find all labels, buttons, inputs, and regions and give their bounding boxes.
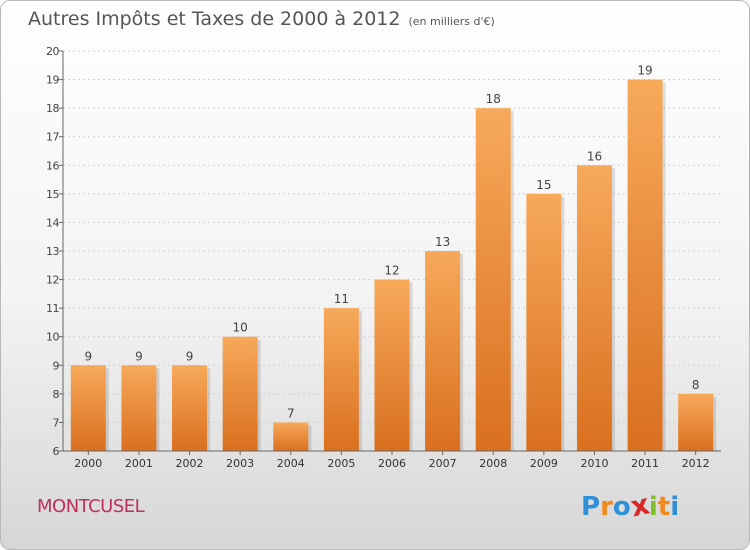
bar-value-label: 18: [486, 92, 501, 106]
logo-letter: r: [600, 492, 613, 522]
y-tick-label: 12: [46, 274, 59, 287]
logo-letter: t: [657, 492, 671, 522]
y-tick-label: 8: [53, 388, 60, 401]
y-tick-label: 17: [46, 131, 59, 144]
proxiti-logo[interactable]: Proxiti: [581, 487, 680, 523]
x-tick-label: 2008: [479, 457, 507, 470]
x-tick-label: 2007: [429, 457, 457, 470]
x-tick-label: 2003: [226, 457, 254, 470]
bar: [475, 108, 511, 452]
bar-value-label: 12: [384, 264, 399, 278]
x-tick-label: 2004: [277, 457, 305, 470]
bar: [374, 279, 410, 451]
bar-value-label: 10: [233, 321, 248, 335]
chart-title-text: Autres Impôts et Taxes de 2000 à 2012: [28, 8, 401, 30]
bar-value-label: 13: [435, 235, 450, 249]
bar: [678, 393, 714, 451]
bar-value-label: 16: [587, 149, 602, 163]
x-tick-label: 2012: [682, 457, 710, 470]
bar-value-label: 15: [536, 178, 551, 192]
x-tick-label: 2011: [631, 457, 659, 470]
x-tick-label: 2002: [176, 457, 204, 470]
bar: [70, 365, 106, 451]
bars: 9 9 9 10 7 11 12 13 18 15 16 19 8: [70, 64, 717, 452]
bar: [627, 79, 663, 452]
chart-unit: (en milliers d'€): [408, 15, 495, 28]
y-tick-label: 13: [46, 245, 59, 258]
bar-value-label: 8: [692, 378, 700, 392]
bar: [222, 336, 258, 451]
y-tick-label: 7: [53, 416, 60, 429]
x-tick-label: 2001: [125, 457, 153, 470]
bar-value-label: 9: [186, 349, 194, 363]
y-tick-label: 18: [46, 102, 59, 115]
x-tick-label: 2005: [327, 457, 355, 470]
bar-value-label: 9: [135, 349, 143, 363]
x-tick-label: 2010: [580, 457, 608, 470]
bar: [172, 365, 208, 451]
bar: [526, 193, 562, 451]
y-tick-label: 6: [53, 445, 60, 458]
bar-value-label: 11: [334, 292, 349, 306]
y-tick-label: 15: [46, 188, 59, 201]
bar: [121, 365, 157, 451]
bar: [576, 165, 612, 452]
y-tick-label: 9: [53, 359, 60, 372]
bar: [323, 308, 359, 451]
axes: 6 7 8 9 10 11 12 13 14 15 16 17 18 19 20 2000 2001 2002 20…: [46, 45, 721, 470]
chart-title: Autres Impôts et Taxes de 2000 à 2012 (en…: [28, 8, 495, 30]
y-tick-label: 10: [46, 331, 59, 344]
y-tick-label: 20: [46, 45, 59, 58]
logo-letter: i: [670, 492, 680, 522]
x-tick-label: 2006: [378, 457, 406, 470]
logo-letter: o: [612, 492, 631, 522]
bar-value-label: 9: [84, 349, 92, 363]
logo-letter: i: [648, 492, 658, 522]
y-tick-label: 11: [46, 302, 59, 315]
y-tick-label: 19: [46, 74, 59, 87]
x-tick-label: 2000: [74, 457, 102, 470]
bar-value-label: 7: [287, 406, 295, 420]
bar: [425, 251, 461, 451]
x-tick-label: 2009: [530, 457, 558, 470]
y-tick-label: 16: [46, 159, 59, 172]
logo-letter: P: [581, 492, 601, 522]
bar: [273, 422, 309, 451]
commune-name: MONTCUSEL: [37, 496, 145, 517]
y-tick-label: 14: [46, 216, 59, 229]
bar-value-label: 19: [637, 64, 652, 78]
